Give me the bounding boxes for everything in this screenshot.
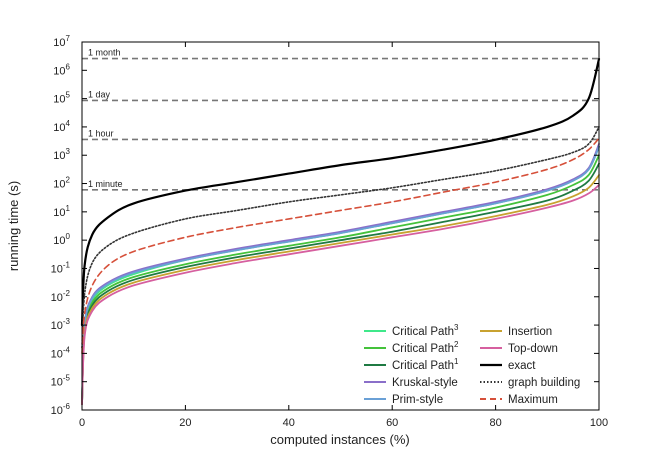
y-tick-label: 10-3 xyxy=(51,317,71,332)
series-line-maximum xyxy=(81,137,600,355)
series-line-exact xyxy=(80,57,601,327)
reference-line-label: 1 month xyxy=(88,48,121,58)
y-tick-label: 10-5 xyxy=(51,374,71,389)
legend-label: exact xyxy=(508,360,536,372)
axis-ticks xyxy=(81,41,600,411)
legend-label: graph building xyxy=(508,377,580,389)
legend-label: Critical Path2 xyxy=(392,340,459,355)
x-tick-label: 20 xyxy=(179,417,191,429)
y-tick-label: 102 xyxy=(53,176,70,191)
y-tick-label: 10-2 xyxy=(51,289,71,304)
y-tick-label: 101 xyxy=(53,204,70,219)
series-line-critical-path-2 xyxy=(81,154,600,406)
y-tick-label: 104 xyxy=(53,119,70,134)
y-tick-label: 10-1 xyxy=(51,260,71,275)
series-line-top-down xyxy=(81,184,600,406)
legend-label: Critical Path1 xyxy=(392,357,459,372)
y-tick-label: 100 xyxy=(53,232,70,247)
y-tick-label: 10-6 xyxy=(51,402,71,417)
legend: Critical Path3 Critical Path2 Critical Pat… xyxy=(364,323,580,406)
axis-labels: 0 20 40 60 80 100 107 106 105 104 103 102 101 100 10-1… xyxy=(51,34,609,429)
legend-label: Prim-style xyxy=(392,394,443,406)
reference-line-label: 1 minute xyxy=(88,179,123,189)
y-tick-label: 106 xyxy=(53,62,70,77)
legend-label: Top-down xyxy=(508,343,558,355)
x-tick-label: 0 xyxy=(79,417,85,429)
series-line-kruskal-style xyxy=(81,143,600,406)
legend-label: Critical Path3 xyxy=(392,323,459,338)
y-tick-label: 107 xyxy=(53,34,70,49)
series-line-critical-path-1 xyxy=(81,162,600,406)
series-lines xyxy=(80,57,601,406)
plot-frame xyxy=(81,41,600,411)
legend-label: Insertion xyxy=(508,326,552,338)
reference-lines: 1 month 1 day 1 hour 1 minute xyxy=(82,48,599,191)
series-line-insertion xyxy=(81,174,600,406)
y-axis-title: running time (s) xyxy=(6,181,21,271)
legend-label: Maximum xyxy=(508,394,558,406)
series-line-graph-building xyxy=(81,126,600,349)
y-tick-label: 105 xyxy=(53,91,70,106)
y-tick-label: 10-4 xyxy=(51,345,71,360)
reference-line-label: 1 day xyxy=(88,89,111,99)
reference-line-label: 1 hour xyxy=(88,128,114,138)
x-tick-label: 40 xyxy=(283,417,295,429)
x-tick-label: 100 xyxy=(590,417,608,429)
y-tick-label: 103 xyxy=(53,147,70,162)
x-tick-label: 80 xyxy=(489,417,501,429)
series-line-prim-style xyxy=(81,145,600,406)
legend-label: Kruskal-style xyxy=(392,377,458,389)
x-axis-title: computed instances (%) xyxy=(270,432,409,447)
x-tick-label: 60 xyxy=(386,417,398,429)
